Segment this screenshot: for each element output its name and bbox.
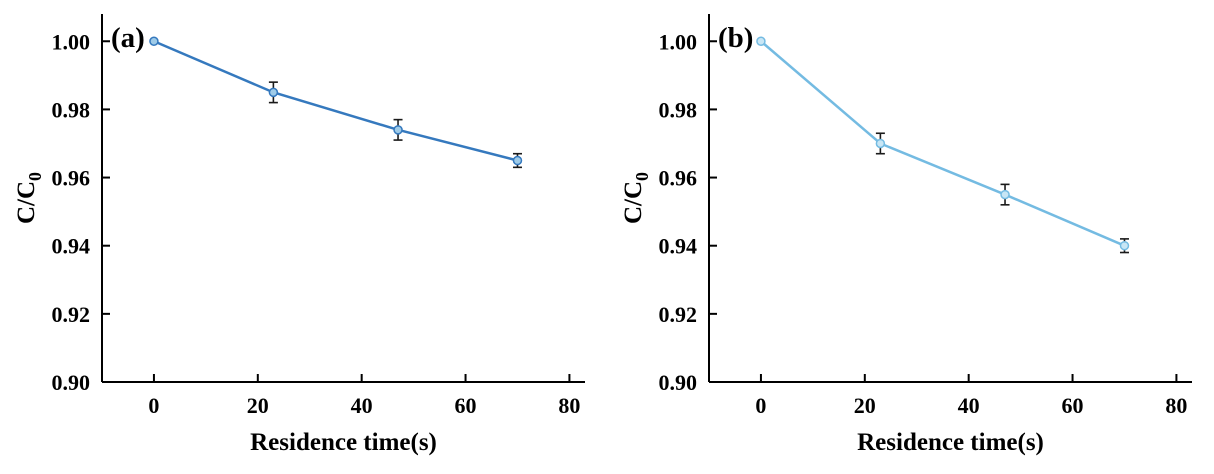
y-axis-title: C/C0 (13, 172, 45, 224)
data-line (153, 40, 518, 162)
chart-b-svg: 0 20 40 60 80 0.90 0.92 0.94 0.96 0.98 1.00 Residen… (620, 14, 1192, 456)
x-tick-label: 60 (455, 393, 477, 418)
data-point (268, 87, 279, 98)
data-line (760, 40, 1125, 247)
x-tick-label: 80 (558, 393, 580, 418)
y-tick-label: 0.92 (52, 302, 91, 327)
x-axis-title: Residence time(s) (250, 429, 437, 456)
data-point (1000, 189, 1010, 200)
y-tick-label: 1.00 (659, 29, 698, 54)
x-tick-label: 0 (148, 393, 159, 418)
x-tick-label: 60 (1062, 393, 1084, 418)
data-point (875, 138, 886, 149)
y-tick-label: 0.96 (659, 166, 698, 191)
y-tick-label: 0.90 (659, 370, 698, 395)
x-axis-title: Residence time(s) (857, 429, 1044, 456)
data-point (512, 155, 523, 166)
data-point (149, 36, 159, 47)
y-tick-label: 0.94 (659, 234, 698, 259)
data-point (756, 36, 766, 47)
x-tick-label: 40 (958, 393, 980, 418)
y-tick-label: 0.98 (659, 97, 698, 122)
x-tick-label: 20 (247, 393, 269, 418)
data-point (1119, 240, 1130, 251)
y-tick-label: 0.92 (659, 302, 698, 327)
y-tick-label: 0.94 (52, 234, 91, 259)
chart-a-svg: 0 20 40 60 80 0.90 0.92 0.94 0.96 0.98 1.00 Residen… (13, 14, 585, 456)
x-tick-label: 40 (351, 393, 373, 418)
data-point (393, 125, 403, 135)
panel-label: (a) (111, 22, 145, 54)
y-tick-label: 1.00 (52, 29, 91, 54)
x-tick-label: 80 (1165, 393, 1187, 418)
y-tick-label: 0.96 (52, 166, 91, 191)
chart-panel-a: 0 20 40 60 80 0.90 0.92 0.94 0.96 0.98 1.00 Residen… (13, 14, 585, 456)
y-tick-label: 0.98 (52, 97, 91, 122)
chart-panel-b: 0 20 40 60 80 0.90 0.92 0.94 0.96 0.98 1.00 Residen… (607, 0, 1214, 474)
x-tick-label: 0 (755, 393, 766, 418)
x-tick-label: 20 (854, 393, 876, 418)
panel-label: (b) (718, 22, 753, 54)
y-tick-label: 0.90 (52, 370, 91, 395)
y-axis-title: C/C0 (620, 172, 652, 224)
